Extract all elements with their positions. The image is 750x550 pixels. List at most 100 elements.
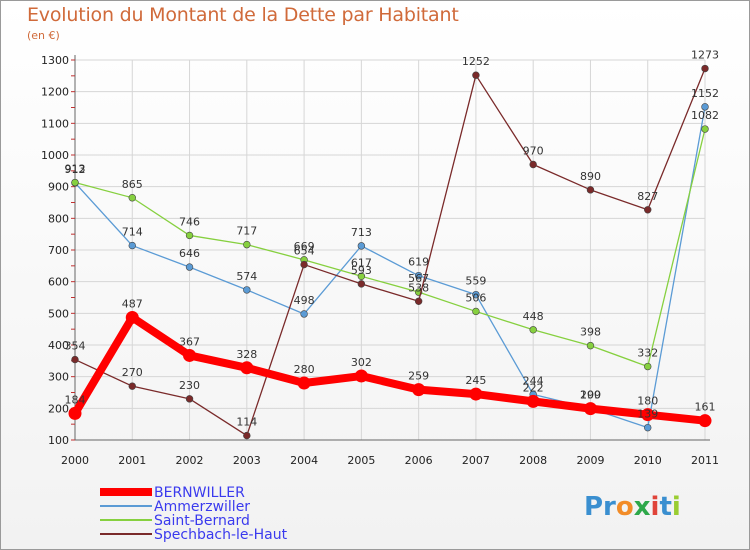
data-point — [357, 280, 366, 288]
y-tick-label: 400 — [48, 339, 69, 352]
data-point — [128, 194, 136, 202]
x-tick-label: 2011 — [691, 454, 719, 467]
data-label: 200 — [580, 388, 601, 401]
data-point — [641, 408, 655, 422]
legend-label: Ammerzwiller — [154, 499, 250, 515]
data-label: 139 — [637, 408, 658, 421]
proxiti-logo-text: Proxiti — [584, 492, 681, 522]
data-point — [414, 297, 423, 305]
y-tick-label: 300 — [48, 371, 69, 384]
data-label: 890 — [580, 170, 601, 183]
data-label: 354 — [65, 340, 86, 353]
data-point — [698, 414, 712, 428]
data-label: 332 — [637, 347, 658, 360]
data-label: 259 — [408, 370, 429, 383]
data-label: 161 — [695, 401, 716, 414]
data-point — [529, 160, 537, 169]
x-tick-label: 2005 — [347, 454, 375, 467]
data-point — [357, 272, 366, 280]
data-label: 865 — [122, 178, 143, 191]
y-tick-label: 1100 — [41, 117, 69, 130]
x-tick-label: 2004 — [290, 454, 318, 467]
data-point — [583, 402, 597, 416]
data-point — [243, 431, 251, 440]
data-label: 746 — [179, 215, 200, 228]
data-point — [240, 361, 254, 375]
series-line — [74, 128, 706, 368]
data-point — [185, 231, 194, 240]
y-tick-label: 800 — [48, 212, 69, 225]
y-tick-label: 1300 — [41, 54, 69, 67]
data-label: 669 — [294, 240, 315, 253]
y-tick-label: 500 — [48, 307, 69, 320]
data-point — [644, 423, 652, 432]
data-point — [354, 369, 368, 383]
data-label: 114 — [236, 416, 257, 429]
data-label: 1273 — [691, 49, 719, 62]
data-point — [185, 395, 194, 403]
data-point — [243, 286, 251, 294]
data-label: 230 — [179, 379, 200, 392]
data-point — [472, 71, 480, 79]
y-tick-label: 200 — [48, 402, 69, 415]
data-label: 717 — [236, 225, 257, 238]
data-point — [586, 186, 595, 194]
y-tick-label: 900 — [48, 181, 69, 194]
x-tick-label: 2002 — [176, 454, 204, 467]
data-point — [183, 348, 197, 362]
data-point — [185, 263, 194, 271]
data-label: 1152 — [691, 87, 719, 100]
data-point — [526, 394, 540, 408]
data-label: 970 — [523, 145, 544, 158]
data-point — [128, 382, 136, 390]
data-label: 827 — [637, 190, 658, 203]
data-label: 280 — [294, 363, 315, 376]
data-label: 559 — [465, 275, 486, 288]
data-label: 646 — [179, 247, 200, 260]
chart-title: Evolution du Montant de la Dette par Hab… — [27, 4, 459, 26]
data-labels: 912 714 646 574 498 713 619 559 244 200 139 1152 913… — [65, 49, 720, 429]
data-point — [68, 406, 82, 420]
data-label: 222 — [523, 381, 544, 394]
data-point — [644, 362, 652, 371]
series-line — [74, 68, 706, 437]
data-label: 398 — [580, 326, 601, 339]
data-point — [701, 125, 709, 133]
legend-label: Saint-Bernard — [154, 513, 250, 529]
legend-label: Spechbach-le-Haut — [154, 527, 288, 543]
y-tick-label: 700 — [48, 244, 69, 257]
data-label: 328 — [236, 348, 257, 361]
data-label: 538 — [408, 281, 429, 294]
data-label: 487 — [122, 297, 143, 310]
data-label: 593 — [351, 264, 372, 277]
x-tick-label: 2010 — [634, 454, 662, 467]
data-label: 617 — [351, 256, 372, 269]
data-point — [300, 260, 308, 269]
data-point — [586, 341, 595, 350]
data-point — [701, 64, 709, 73]
data-label: 367 — [179, 335, 200, 348]
data-point — [529, 326, 537, 334]
data-label: 1252 — [462, 55, 490, 68]
data-label: 1082 — [691, 109, 719, 122]
data-point — [472, 307, 480, 316]
data-point — [414, 271, 423, 280]
data-point — [128, 241, 136, 250]
data-point — [71, 178, 79, 187]
data-point — [71, 355, 79, 364]
data-label: 270 — [122, 366, 143, 379]
y-tick-label: 1200 — [41, 86, 69, 99]
data-label: 498 — [294, 294, 315, 307]
data-point — [243, 240, 251, 249]
data-label: 184 — [65, 393, 86, 406]
data-point — [469, 387, 483, 401]
y-tick-label: 100 — [48, 434, 69, 447]
series-line — [71, 313, 706, 425]
data-label: 180 — [637, 395, 658, 408]
y-tick-label: 600 — [48, 276, 69, 289]
data-point — [297, 376, 311, 390]
x-tick-label: 2001 — [118, 454, 146, 467]
data-point — [357, 242, 366, 250]
data-label: 199 — [580, 389, 601, 402]
